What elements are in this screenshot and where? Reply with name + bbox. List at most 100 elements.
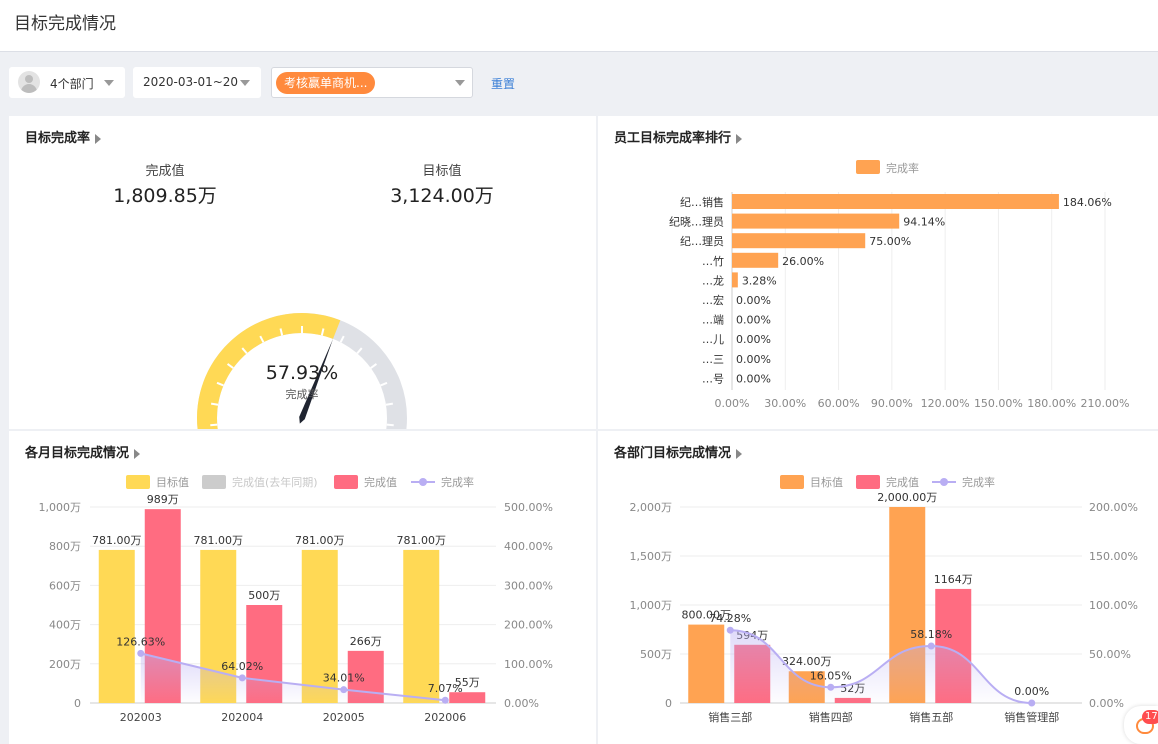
rate-label: 7.07% bbox=[428, 682, 463, 695]
rate-label: 74.28% bbox=[709, 612, 751, 625]
y2-tick-label: 50.00% bbox=[1089, 648, 1131, 661]
caret-right-icon[interactable] bbox=[95, 133, 102, 144]
rate-line bbox=[140, 652, 446, 702]
legend-swatch bbox=[334, 475, 358, 489]
gauge-fill bbox=[197, 313, 341, 429]
x-tick-label: 202003 bbox=[120, 711, 162, 724]
bar-label: 989万 bbox=[147, 493, 179, 506]
value-label: 3.28% bbox=[742, 274, 777, 287]
assessment-tag[interactable]: 考核赢单商机... bbox=[276, 72, 376, 94]
value-label: 0.00% bbox=[736, 353, 771, 366]
avatar bbox=[18, 71, 40, 93]
panel-title: 员工目标完成率排行 bbox=[614, 127, 743, 146]
x-tick-label: 202006 bbox=[424, 711, 466, 724]
employee-name: …宏 bbox=[702, 293, 724, 307]
y2-tick-label: 0.00% bbox=[1089, 697, 1124, 710]
x-tick-label: 202005 bbox=[323, 711, 365, 724]
bar-label: 781.00万 bbox=[194, 534, 244, 547]
y-tick-label: 600万 bbox=[49, 579, 81, 592]
caret-right-icon[interactable] bbox=[134, 448, 141, 459]
legend-swatch bbox=[126, 475, 150, 489]
bar-label: 55万 bbox=[455, 676, 480, 689]
y-tick-label: 2,000万 bbox=[630, 501, 673, 514]
bar-label: 500万 bbox=[248, 589, 280, 602]
x-tick-label: 30.00% bbox=[764, 397, 806, 410]
gauge-tick bbox=[226, 363, 234, 369]
assessment-select[interactable]: 考核赢单商机... bbox=[271, 67, 473, 98]
gauge-tick bbox=[210, 423, 218, 427]
gauge-tick bbox=[385, 402, 394, 406]
monthly-panel: 各月目标完成情况 目标值 完成值(去年同期) 完成值 完成率 0 0.00% 200万 100… bbox=[9, 431, 596, 744]
caret-right-icon[interactable] bbox=[736, 133, 743, 144]
rate-point bbox=[340, 686, 348, 694]
notification-badge: 17 bbox=[1142, 710, 1158, 724]
bar-label: 266万 bbox=[350, 635, 382, 648]
rate-point bbox=[927, 642, 935, 650]
gauge-tick bbox=[386, 423, 394, 427]
employee-name: …号 bbox=[702, 372, 724, 385]
bar bbox=[449, 692, 486, 703]
x-tick-label: 销售四部 bbox=[809, 710, 853, 724]
employee-ranking-chart: 完成率 0.00% 30.00% 60.00% 90.00% 120.00% 150.00%… bbox=[669, 160, 1129, 410]
employee-name: …龙 bbox=[702, 274, 724, 287]
rate-point bbox=[1028, 699, 1036, 707]
y2-tick-label: 200.00% bbox=[1089, 501, 1138, 514]
panel-title: 各月目标完成情况 bbox=[25, 442, 141, 461]
employee-name: …竹 bbox=[702, 254, 724, 268]
rate-point bbox=[827, 683, 835, 691]
employee-ranking-panel: 员工目标完成率排行 完成率 0.00% 30.00% 60.00% 90.00% 120.… bbox=[598, 116, 1158, 429]
gauge-needle bbox=[299, 338, 334, 424]
gauge-tick bbox=[259, 335, 265, 343]
legend-swatch bbox=[940, 478, 948, 486]
value-label: 0.00% bbox=[736, 294, 771, 307]
bar bbox=[732, 213, 900, 229]
y-tick-label: 1,000万 bbox=[39, 501, 82, 514]
legend-label: 完成率 bbox=[886, 161, 919, 175]
rate-label: 16.05% bbox=[810, 669, 852, 682]
employee-name: …儿 bbox=[702, 333, 724, 346]
bar-label: 781.00万 bbox=[92, 534, 142, 547]
gauge-tick bbox=[241, 347, 248, 355]
y-tick-label: 200万 bbox=[49, 658, 81, 671]
bar bbox=[732, 252, 779, 268]
department-panel: 各部门目标完成情况 目标值 完成值 完成率 0 0.00% 500万 50.00% 1,000… bbox=[598, 431, 1158, 744]
y-tick-label: 800万 bbox=[49, 540, 81, 553]
bar bbox=[732, 272, 738, 288]
gauge-tick bbox=[370, 363, 378, 369]
x-tick-label: 销售五部 bbox=[909, 710, 953, 724]
value-label: 184.06% bbox=[1063, 196, 1112, 209]
value-label: 0.00% bbox=[736, 372, 771, 385]
legend-swatch bbox=[780, 475, 804, 489]
gauge-tick bbox=[339, 335, 345, 343]
legend-label: 目标值 bbox=[810, 475, 843, 489]
bar bbox=[403, 549, 440, 703]
y2-tick-label: 150.00% bbox=[1089, 550, 1138, 563]
reset-link[interactable]: 重置 bbox=[491, 77, 516, 91]
value-label: 0.00% bbox=[736, 333, 771, 346]
monthly-chart: 目标值 完成值(去年同期) 完成值 完成率 0 0.00% 200万 100.00% 400万 2… bbox=[39, 475, 553, 724]
value-label: 94.14% bbox=[903, 216, 945, 229]
chevron-down-icon bbox=[455, 80, 465, 86]
panel-title: 目标完成率 bbox=[25, 127, 102, 146]
target-label: 目标值 bbox=[422, 164, 462, 179]
x-tick-label: 120.00% bbox=[921, 397, 970, 410]
x-tick-label: 60.00% bbox=[818, 397, 860, 410]
bar-label: 800.00万 bbox=[682, 609, 732, 622]
caret-right-icon[interactable] bbox=[736, 448, 743, 459]
rate-point bbox=[441, 696, 449, 704]
bar-label: 2,000.00万 bbox=[877, 491, 937, 504]
y2-tick-label: 200.00% bbox=[504, 619, 553, 632]
page-header: 目标完成情况 bbox=[0, 0, 1158, 52]
target-value: 3,124.00万 bbox=[390, 185, 494, 207]
chat-bubble-button[interactable]: 17 bbox=[1124, 706, 1158, 744]
y2-tick-label: 500.00% bbox=[504, 501, 553, 514]
employee-name: …三 bbox=[702, 353, 724, 366]
rate-label: 34.01% bbox=[323, 672, 365, 685]
chevron-down-icon bbox=[240, 80, 250, 86]
date-range-label: 2020-03-01~20 bbox=[143, 75, 239, 89]
date-range-filter[interactable]: 2020-03-01~20 bbox=[133, 67, 261, 98]
legend-label: 目标值 bbox=[156, 475, 189, 489]
gauge-label: 完成率 bbox=[285, 388, 319, 401]
department-filter[interactable]: 4个部门 bbox=[9, 67, 125, 98]
gauge-tick bbox=[210, 402, 219, 406]
